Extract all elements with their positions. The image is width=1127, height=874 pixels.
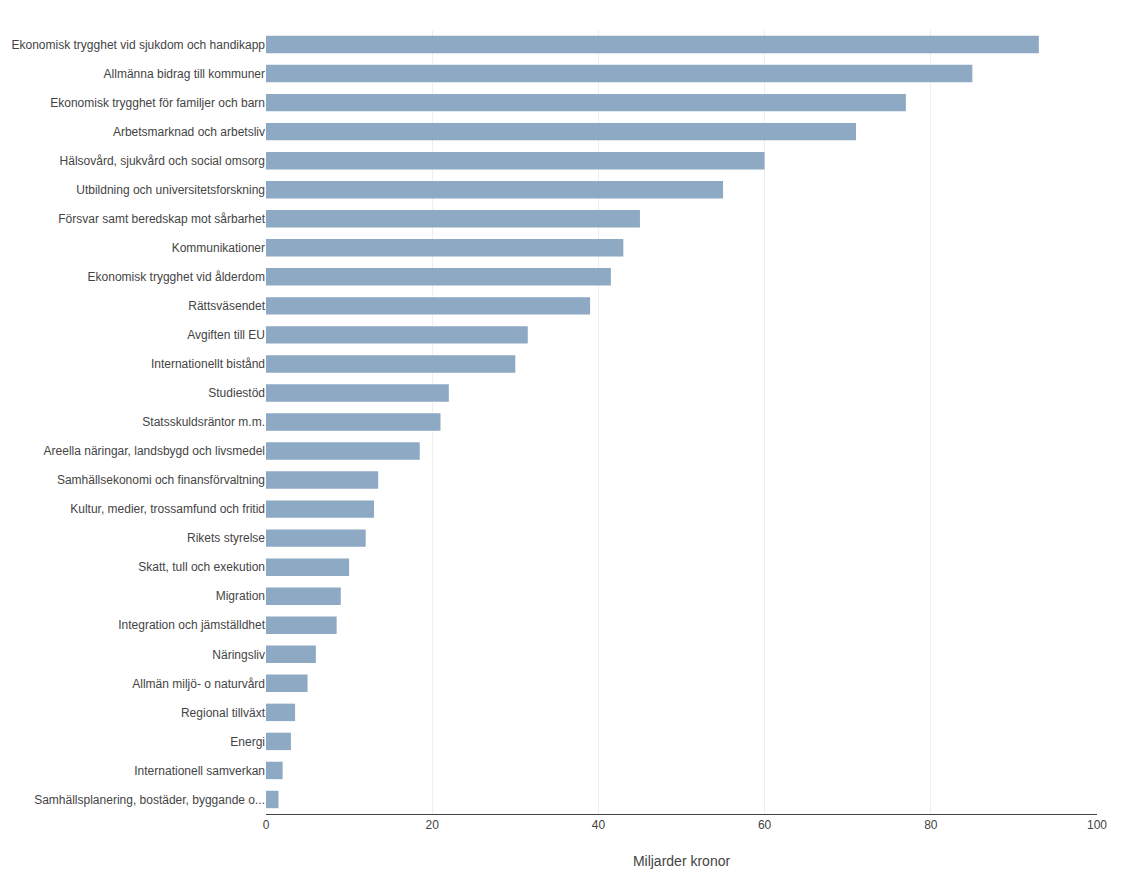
svg-text:Skatt, tull och exekution: Skatt, tull och exekution [138,560,265,574]
svg-text:Samhällsekonomi och finansförv: Samhällsekonomi och finansförvaltning [57,473,265,487]
svg-text:100: 100 [1087,818,1107,832]
svg-text:Hälsovård, sjukvård och social: Hälsovård, sjukvård och social omsorg [60,154,265,168]
svg-text:Avgiften till EU: Avgiften till EU [187,328,265,342]
svg-text:Rättsväsendet: Rättsväsendet [188,299,265,313]
svg-text:Studiestöd: Studiestöd [208,386,265,400]
svg-text:Areella näringar, landsbygd oc: Areella näringar, landsbygd och livsmede… [44,444,265,458]
svg-text:40: 40 [592,818,606,832]
svg-text:Statsskuldsräntor m.m.: Statsskuldsräntor m.m. [142,415,265,429]
svg-text:Utbildning och universitetsfor: Utbildning och universitetsforskning [76,183,265,197]
svg-text:Ekonomisk trygghet för familje: Ekonomisk trygghet för familjer och barn [50,96,265,110]
svg-text:Energi: Energi [230,735,265,749]
svg-text:20: 20 [426,818,440,832]
svg-text:Näringsliv: Näringsliv [212,648,265,662]
svg-text:Arbetsmarknad och arbetsliv: Arbetsmarknad och arbetsliv [113,125,265,139]
svg-text:Internationell samverkan: Internationell samverkan [134,764,265,778]
svg-text:Ekonomisk trygghet vid sjukdom: Ekonomisk trygghet vid sjukdom och handi… [12,38,266,52]
svg-text:Integration och jämställdhet: Integration och jämställdhet [118,618,265,632]
svg-text:Försvar samt beredskap mot sår: Försvar samt beredskap mot sårbarhet [58,212,265,226]
svg-text:0: 0 [263,818,270,832]
svg-text:Ekonomisk trygghet vid ålderdo: Ekonomisk trygghet vid ålderdom [88,270,265,284]
svg-text:Kultur, medier, trossamfund oc: Kultur, medier, trossamfund och fritid [70,502,265,516]
svg-text:Samhällsplanering, bostäder, b: Samhällsplanering, bostäder, byggande o.… [34,793,265,807]
svg-text:Internationellt bistånd: Internationellt bistånd [151,357,265,371]
svg-text:Allmän miljö- o naturvård: Allmän miljö- o naturvård [132,677,265,691]
svg-text:Kommunikationer: Kommunikationer [172,241,265,255]
svg-text:Regional tillväxt: Regional tillväxt [181,706,266,720]
svg-text:80: 80 [924,818,938,832]
svg-text:Allmänna bidrag till kommuner: Allmänna bidrag till kommuner [104,67,265,81]
svg-text:Rikets styrelse: Rikets styrelse [187,531,265,545]
svg-text:Miljarder kronor: Miljarder kronor [633,853,731,869]
svg-text:60: 60 [758,818,772,832]
svg-text:Migration: Migration [216,589,265,603]
